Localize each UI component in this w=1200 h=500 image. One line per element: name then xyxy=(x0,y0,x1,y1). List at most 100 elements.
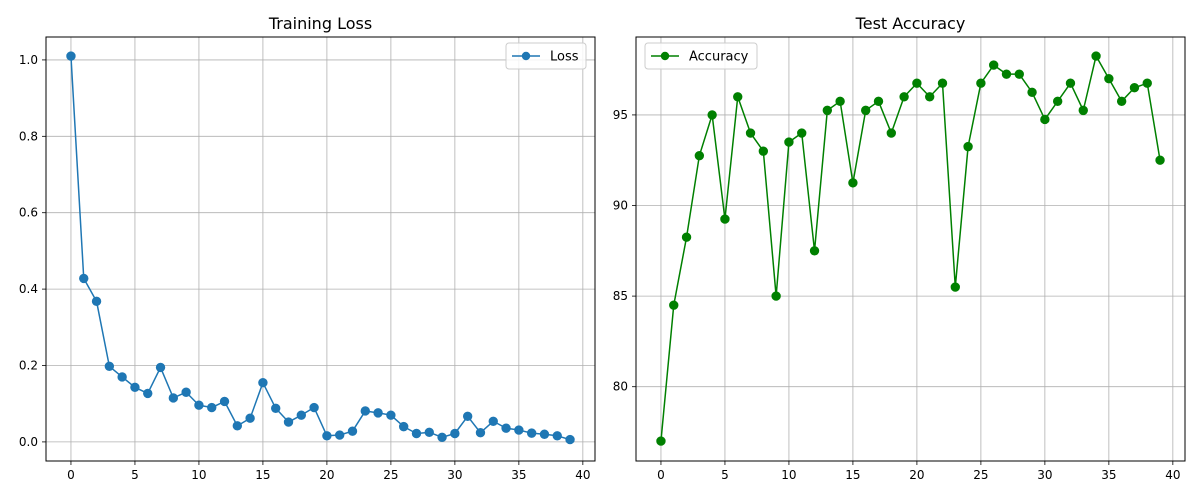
chart-title: Training Loss xyxy=(268,14,372,33)
x-tick-label: 0 xyxy=(657,468,665,482)
data-point xyxy=(424,427,434,438)
data-point xyxy=(976,78,986,88)
data-point xyxy=(130,382,140,392)
y-tick-label: 80 xyxy=(613,380,628,394)
data-point xyxy=(526,428,537,438)
data-point xyxy=(309,402,319,413)
data-point xyxy=(912,78,922,88)
data-point xyxy=(322,431,332,441)
data-point xyxy=(1142,78,1152,88)
data-point xyxy=(886,128,897,138)
data-point xyxy=(1040,114,1050,125)
data-point xyxy=(475,428,486,438)
data-point xyxy=(1155,155,1165,165)
y-tick-label: 0.6 xyxy=(19,206,38,220)
x-tick-label: 20 xyxy=(909,468,924,482)
data-point xyxy=(104,361,115,371)
data-point xyxy=(835,96,845,107)
data-point xyxy=(66,51,76,61)
data-point xyxy=(334,430,345,440)
x-tick-label: 30 xyxy=(1037,468,1052,482)
x-tick-label: 10 xyxy=(191,468,206,482)
data-point xyxy=(219,396,230,407)
y-tick-label: 0.4 xyxy=(19,282,38,296)
x-tick-label: 40 xyxy=(575,468,590,482)
data-point xyxy=(91,296,102,307)
data-point xyxy=(514,425,524,435)
data-point xyxy=(758,146,769,156)
data-point xyxy=(707,110,717,120)
grid xyxy=(636,37,1185,461)
series-line xyxy=(70,56,571,441)
legend-marker xyxy=(660,51,670,61)
training-loss-chart: Training Loss 0 5 10 15 20 25 30 35 400.00.20.40… xyxy=(19,14,596,482)
data-point xyxy=(656,436,666,446)
data-point xyxy=(194,400,204,410)
data-point xyxy=(950,282,960,292)
data-point xyxy=(988,60,999,70)
data-point xyxy=(899,92,909,102)
data-point xyxy=(347,426,358,436)
data-point xyxy=(1091,51,1101,61)
data-point xyxy=(1014,69,1024,79)
data-point xyxy=(720,214,730,224)
data-point xyxy=(501,423,511,433)
x-tick-label: 35 xyxy=(511,468,526,482)
data-point xyxy=(784,137,794,147)
data-point xyxy=(437,432,447,443)
x-tick-label: 10 xyxy=(781,468,796,482)
data-point xyxy=(462,411,473,422)
legend: Accuracy xyxy=(644,42,758,70)
x-tick-label: 25 xyxy=(973,468,988,482)
data-point xyxy=(79,273,89,284)
data-point xyxy=(168,393,179,403)
data-point xyxy=(155,362,166,373)
data-point xyxy=(552,431,562,441)
data-point xyxy=(797,128,807,138)
data-point xyxy=(1065,78,1076,88)
data-point xyxy=(681,232,692,242)
data-point xyxy=(809,246,820,256)
data-point xyxy=(1078,105,1088,116)
data-point xyxy=(207,402,217,413)
series-plot xyxy=(66,51,575,445)
plot-frame xyxy=(45,36,596,462)
axis-ticks: 0 5 10 15 20 25 30 35 40 80 85 90 95 xyxy=(613,108,1181,482)
data-point xyxy=(232,421,243,431)
data-point xyxy=(1116,96,1127,107)
x-tick-label: 35 xyxy=(1101,468,1116,482)
x-tick-label: 5 xyxy=(131,468,139,482)
chart-title: Test Accuracy xyxy=(855,14,966,33)
data-point xyxy=(539,429,550,439)
series-plot xyxy=(656,51,1165,446)
data-point xyxy=(937,78,948,88)
data-point xyxy=(386,410,396,420)
legend: Loss xyxy=(505,42,587,70)
series-line xyxy=(660,55,1161,442)
data-point xyxy=(873,96,884,107)
data-point xyxy=(963,141,973,152)
y-tick-label: 0.2 xyxy=(19,359,38,373)
y-tick-label: 1.0 xyxy=(19,53,38,67)
y-tick-label: 95 xyxy=(613,108,628,122)
x-tick-label: 25 xyxy=(383,468,398,482)
axis-ticks: 0 5 10 15 20 25 30 35 40 0.0 0.2 0.4 0.6 0.8 1.0 xyxy=(19,53,591,482)
test-accuracy-chart: Test Accuracy 0 5 10 15 20 25 30 35 40 80 85 90 95 A… xyxy=(613,14,1186,482)
data-point xyxy=(258,377,268,388)
x-tick-label: 5 xyxy=(721,468,729,482)
data-point xyxy=(822,105,833,116)
x-tick-label: 30 xyxy=(447,468,462,482)
x-tick-label: 0 xyxy=(67,468,75,482)
data-point xyxy=(373,408,383,418)
data-point xyxy=(398,421,409,432)
data-point xyxy=(488,416,498,426)
data-point xyxy=(117,372,127,382)
legend-box xyxy=(644,42,758,70)
x-tick-label: 15 xyxy=(255,468,270,482)
data-point xyxy=(1104,73,1114,84)
data-point xyxy=(411,428,422,439)
y-tick-label: 85 xyxy=(613,289,628,303)
plot-frame xyxy=(635,36,1186,462)
legend-box xyxy=(505,42,587,70)
